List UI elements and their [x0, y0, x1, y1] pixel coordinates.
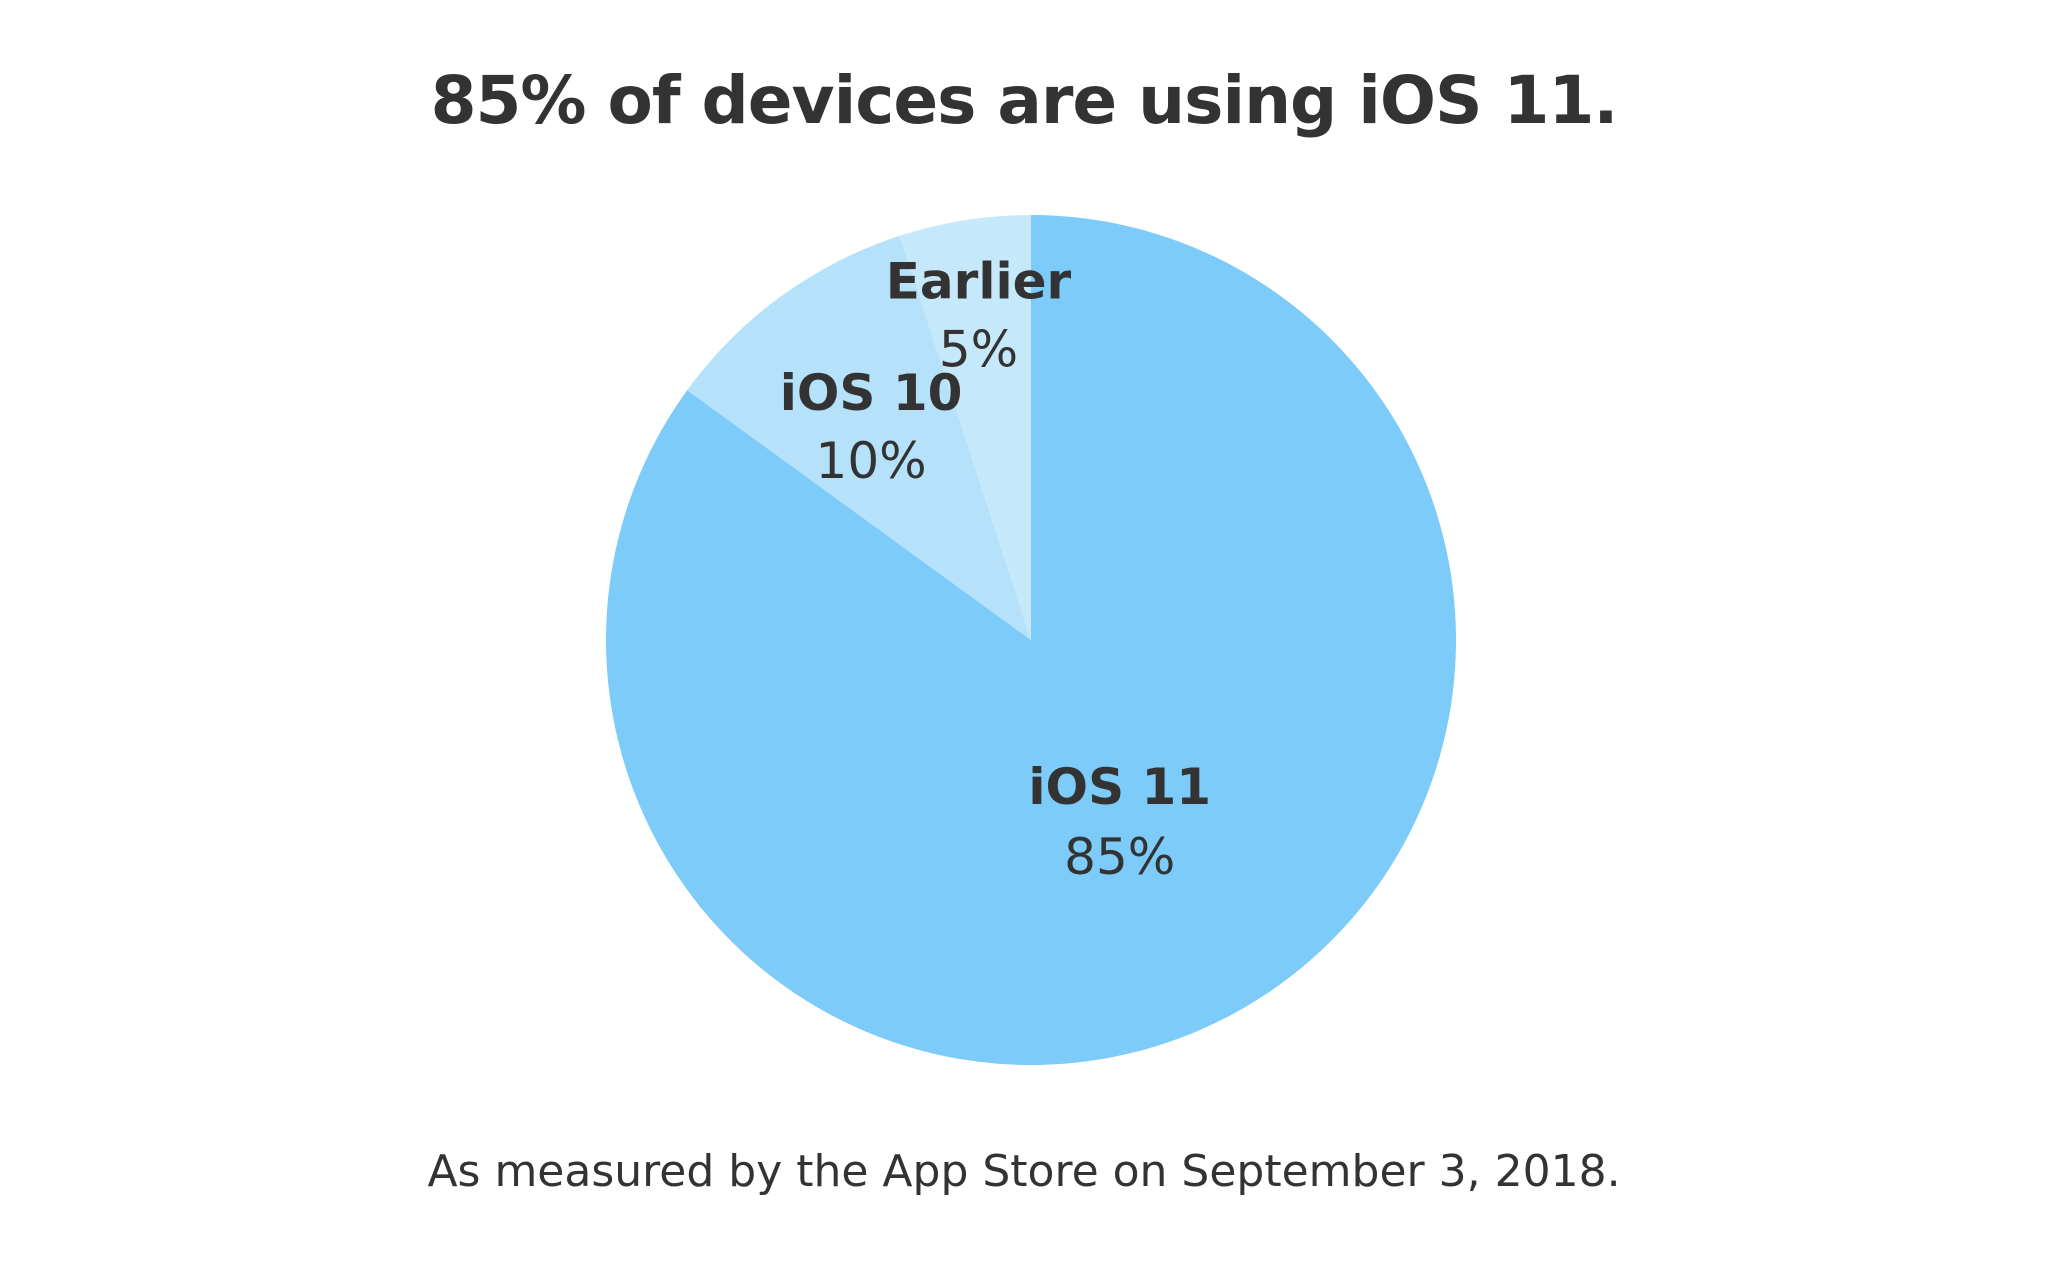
slice-label-name: Earlier — [886, 252, 1072, 310]
chart-footnote: As measured by the App Store on Septembe… — [427, 1146, 1621, 1197]
slice-label-name: iOS 11 — [1028, 758, 1211, 816]
slice-label-value: 5% — [939, 320, 1018, 378]
slice-label-name: iOS 10 — [780, 364, 963, 422]
pie-slice-earlier — [899, 215, 1031, 640]
chart-title: 85% of devices are using iOS 11. — [430, 62, 1619, 139]
pie-slices — [606, 215, 1456, 1065]
slice-label-value: 10% — [816, 432, 927, 490]
pie-labels: iOS 11 85% iOS 10 10% Earlier 5% — [780, 252, 1211, 886]
pie-slice-ios-10 — [687, 235, 1031, 641]
slice-label-value: 85% — [1064, 828, 1175, 886]
